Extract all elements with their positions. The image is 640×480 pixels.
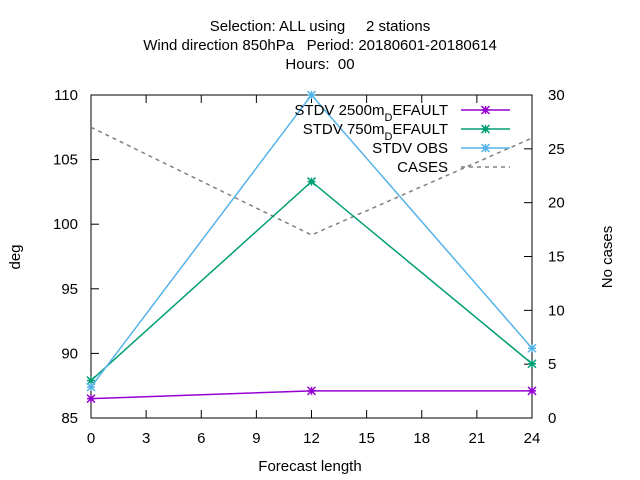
plot-frame [90, 94, 533, 419]
y2-tick-label: 10 [548, 302, 565, 319]
y-tick-label: 100 [53, 216, 78, 233]
y-tick-label: 90 [61, 345, 78, 362]
x-tick-label: 0 [87, 430, 95, 447]
data-point-marker [527, 343, 537, 353]
x-tick-label: 24 [524, 430, 541, 447]
legend-marker [480, 124, 491, 134]
data-point-marker [86, 394, 96, 404]
series-line-2 [90, 93, 533, 388]
y-tick-label: 85 [61, 410, 78, 427]
y2-tick-label: 0 [548, 410, 556, 427]
legend-label: STDV 750mDEFAULT [303, 121, 448, 143]
legend-marker [480, 143, 491, 153]
chart-title-line-1: Selection: ALL using 2 stations [209, 18, 431, 35]
x-tick-label: 3 [142, 430, 150, 447]
data-point-marker [86, 376, 96, 386]
data-point-marker [306, 177, 317, 187]
x-tick-label: 9 [252, 430, 260, 447]
chart-title-line-3: Hours: 00 [285, 56, 355, 73]
data-point-marker [306, 90, 317, 100]
x-axis-label: Forecast length [258, 458, 361, 475]
series-line-3 [90, 126, 533, 236]
y-axis-label: deg [7, 244, 24, 269]
y2-tick-label: 25 [548, 141, 565, 158]
legend-label: CASES [397, 159, 448, 176]
x-tick-label: 15 [358, 430, 375, 447]
data-point-marker [527, 359, 537, 369]
y-tick-label: 95 [61, 281, 78, 298]
legend-marker [480, 105, 491, 115]
x-tick-label: 18 [413, 430, 430, 447]
y2-tick-label: 5 [548, 356, 556, 373]
legend-label: STDV OBS [372, 140, 448, 157]
y-tick-label: 110 [54, 87, 78, 104]
y2-tick-label: 30 [548, 87, 565, 104]
legend-label: STDV 2500mDEFAULT [294, 102, 448, 124]
data-point-marker [86, 382, 96, 392]
x-tick-label: 12 [303, 430, 320, 447]
y2-axis-label: No cases [599, 226, 616, 289]
data-point-marker [306, 386, 317, 396]
data-point-marker [527, 386, 537, 396]
chart-title-line-2: Wind direction 850hPa Period: 20180601-2… [143, 37, 497, 54]
series-line-1 [90, 180, 533, 382]
x-tick-label: 6 [197, 430, 205, 447]
y2-tick-label: 20 [548, 195, 565, 212]
x-tick-label: 21 [469, 430, 486, 447]
y2-tick-label: 15 [548, 249, 565, 266]
y-tick-label: 105 [53, 152, 78, 169]
